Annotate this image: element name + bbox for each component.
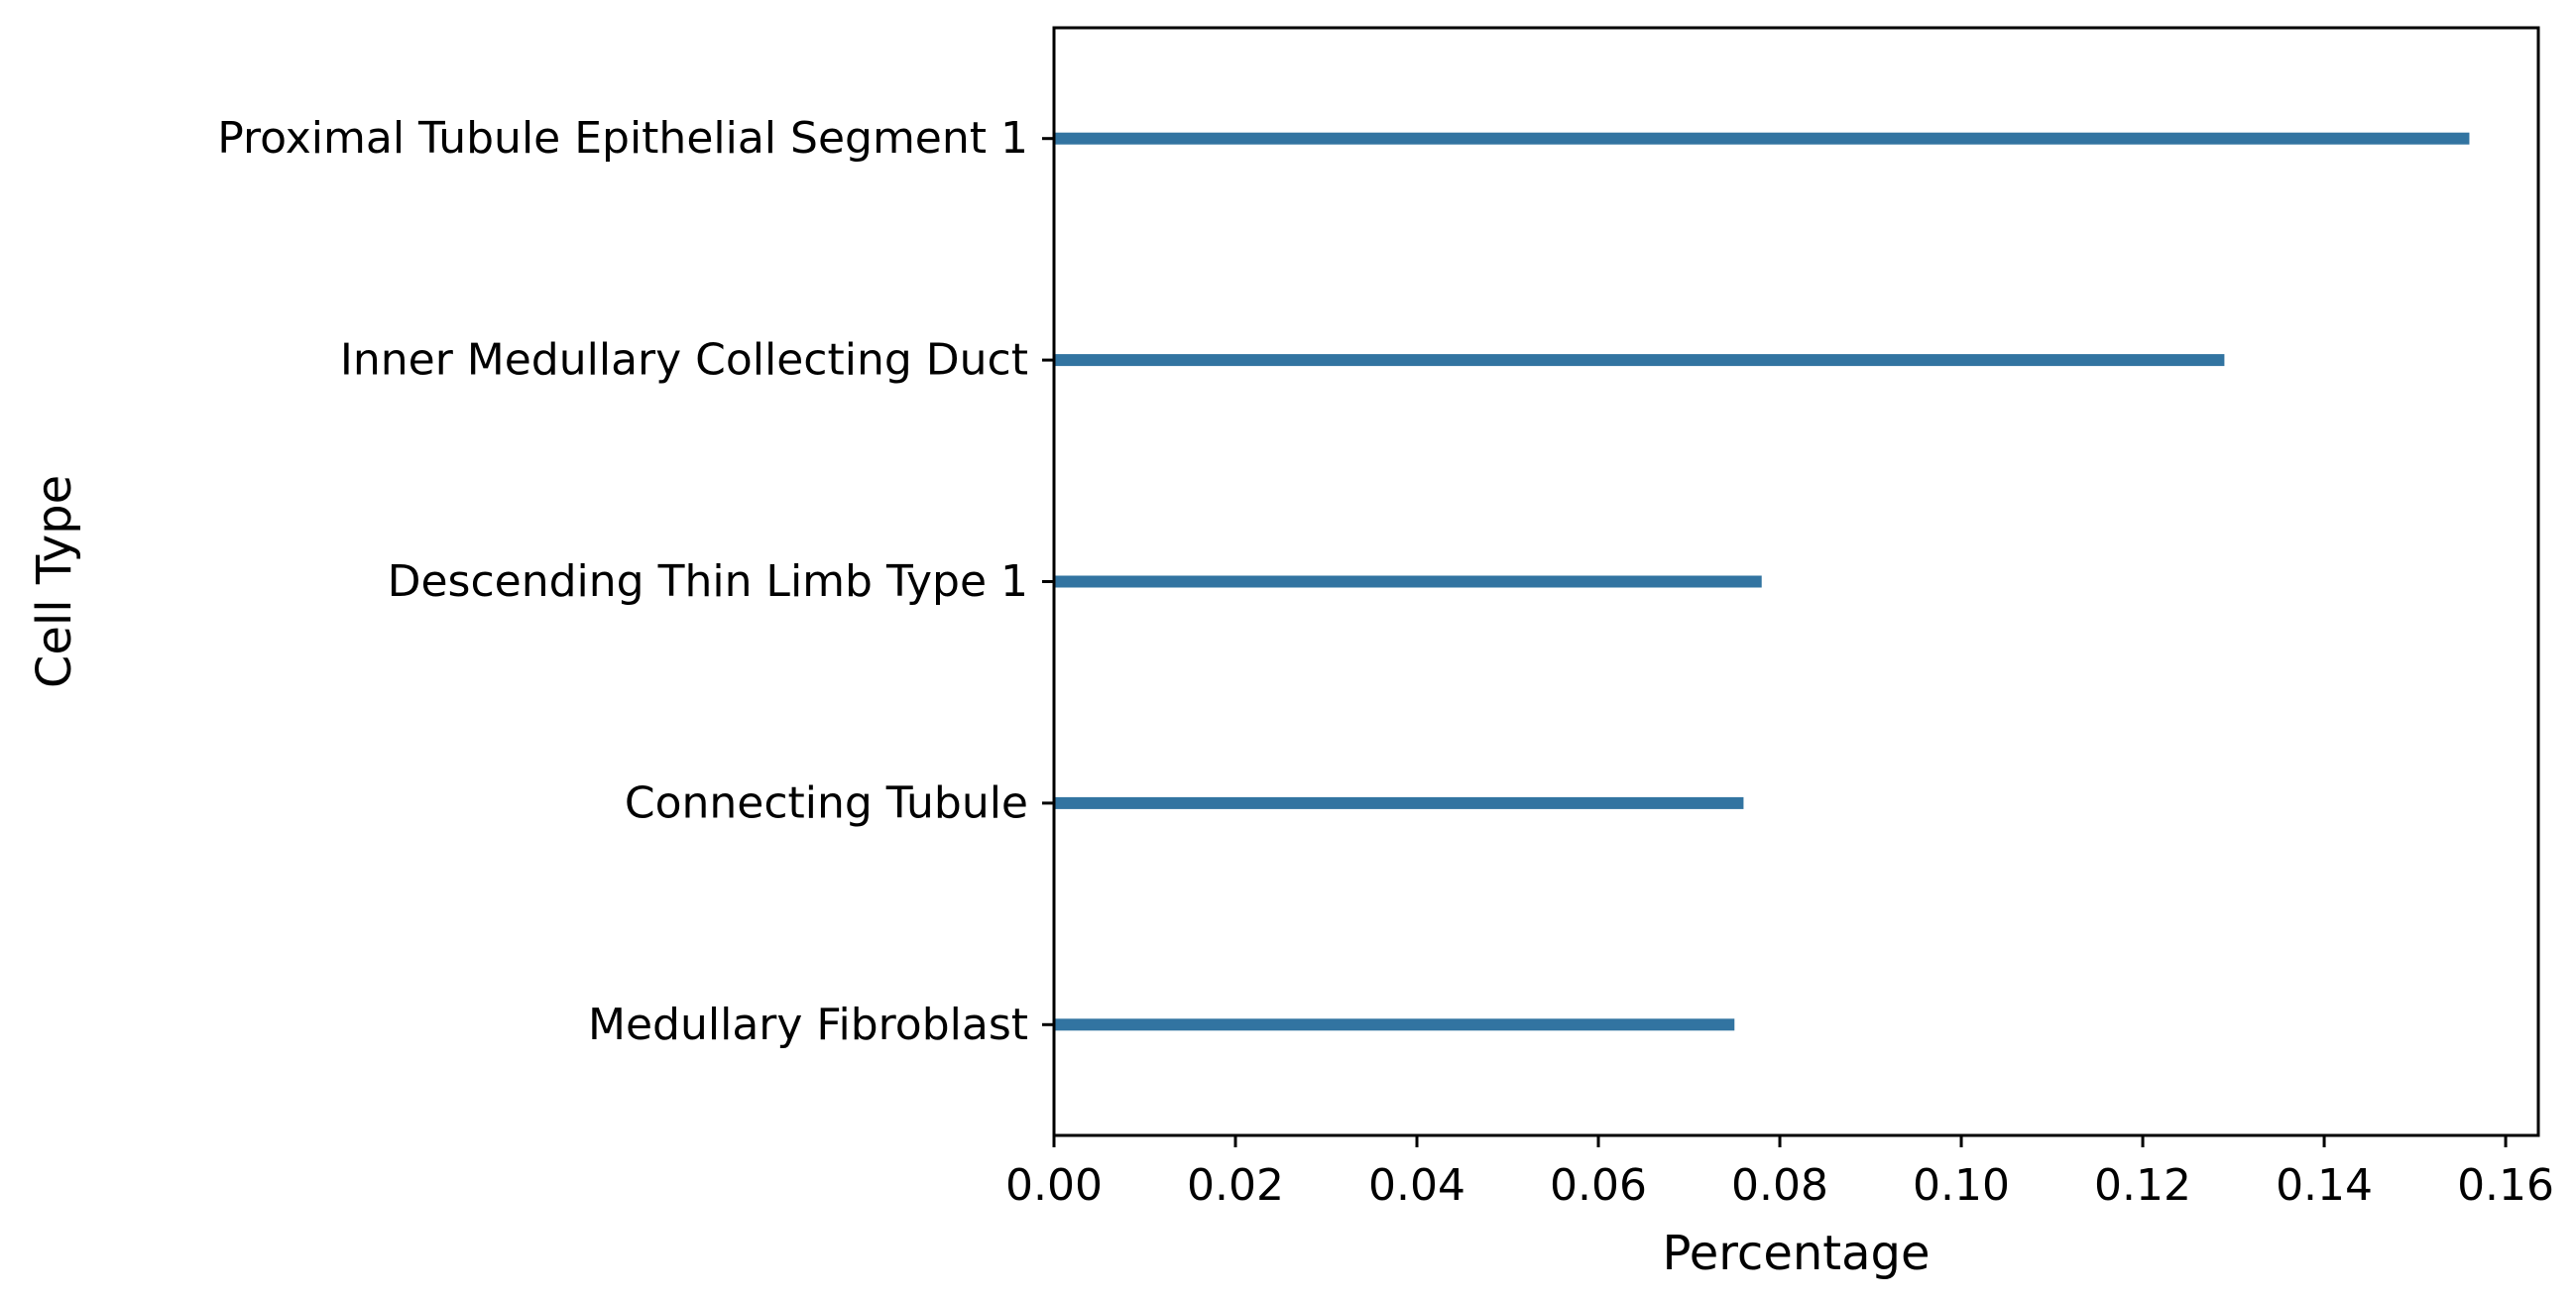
y-tick-label: Medullary Fibroblast: [588, 1000, 1028, 1050]
bar-descending-thin-limb-type-1: [1054, 575, 1762, 588]
y-tick-label: Proximal Tubule Epithelial Segment 1: [217, 113, 1028, 164]
bar-inner-medullary-collecting-duct: [1054, 354, 2225, 367]
x-tick-label: 0.14: [2276, 1160, 2373, 1211]
y-tick-label: Descending Thin Limb Type 1: [388, 556, 1028, 607]
x-axis-label: Percentage: [1662, 1226, 1930, 1281]
y-axis: Proximal Tubule Epithelial Segment 1 Inne…: [217, 113, 1054, 1050]
bar-proximal-tubule-epithelial-segment-1: [1054, 132, 2470, 145]
x-tick-label: 0.04: [1368, 1160, 1465, 1211]
bar-connecting-tubule: [1054, 796, 1744, 809]
bars-group: [1054, 132, 2470, 1031]
x-tick-label: 0.02: [1187, 1160, 1284, 1211]
x-tick-label: 0.06: [1550, 1160, 1647, 1211]
x-tick-label: 0.16: [2457, 1160, 2554, 1211]
y-axis-label: Cell Type: [27, 475, 82, 688]
x-tick-label: 0.10: [1913, 1160, 2010, 1211]
x-axis: 0.00 0.02 0.04 0.06 0.08 0.10 0.12 0.14 0.16: [1005, 1135, 2554, 1211]
x-tick-label: 0.00: [1005, 1160, 1103, 1211]
x-tick-label: 0.08: [1731, 1160, 1828, 1211]
bar-medullary-fibroblast: [1054, 1018, 1735, 1031]
y-tick-label: Inner Medullary Collecting Duct: [340, 335, 1028, 386]
y-tick-label: Connecting Tubule: [625, 777, 1028, 828]
x-tick-label: 0.12: [2094, 1160, 2191, 1211]
